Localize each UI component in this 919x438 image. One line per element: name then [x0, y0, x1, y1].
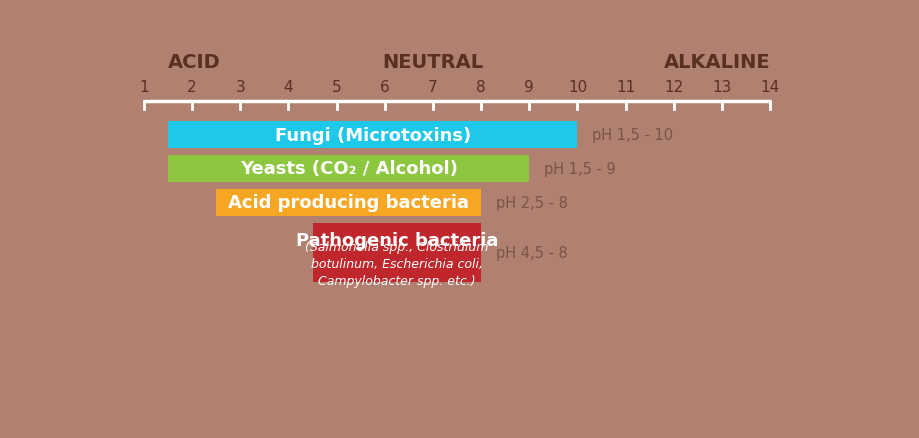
- Text: pH 4,5 - 8: pH 4,5 - 8: [495, 245, 567, 260]
- Text: ACID: ACID: [168, 53, 221, 71]
- Text: pH 1,5 - 10: pH 1,5 - 10: [591, 128, 673, 143]
- Bar: [312, 223, 481, 282]
- Text: 1: 1: [139, 80, 149, 95]
- Text: 11: 11: [616, 80, 635, 95]
- Text: 12: 12: [664, 80, 683, 95]
- Text: 7: 7: [427, 80, 437, 95]
- Text: 13: 13: [711, 80, 731, 95]
- Bar: [168, 155, 528, 183]
- Text: ALKALINE: ALKALINE: [663, 53, 769, 71]
- Bar: [216, 189, 481, 216]
- Text: (Salmonella spp., Clostridium
botulinum, Escherichia coli,
Campylobacter spp. et: (Salmonella spp., Clostridium botulinum,…: [305, 240, 488, 287]
- Text: Pathogenic bacteria: Pathogenic bacteria: [295, 231, 497, 249]
- Text: 4: 4: [283, 80, 293, 95]
- Text: pH 1,5 - 9: pH 1,5 - 9: [543, 162, 615, 177]
- Text: 2: 2: [187, 80, 197, 95]
- Text: Acid producing bacteria: Acid producing bacteria: [228, 194, 469, 212]
- Text: 3: 3: [235, 80, 244, 95]
- Text: 9: 9: [524, 80, 534, 95]
- Text: Yeasts (CO₂ / Alcohol): Yeasts (CO₂ / Alcohol): [240, 160, 457, 178]
- Text: 14: 14: [760, 80, 779, 95]
- Bar: [168, 122, 577, 149]
- Text: NEUTRAL: NEUTRAL: [382, 53, 483, 71]
- Text: pH 2,5 - 8: pH 2,5 - 8: [495, 195, 567, 210]
- Text: 6: 6: [380, 80, 390, 95]
- Text: 8: 8: [476, 80, 485, 95]
- Text: Fungi (Microtoxins): Fungi (Microtoxins): [274, 127, 471, 145]
- Text: 5: 5: [332, 80, 341, 95]
- Text: 10: 10: [567, 80, 586, 95]
